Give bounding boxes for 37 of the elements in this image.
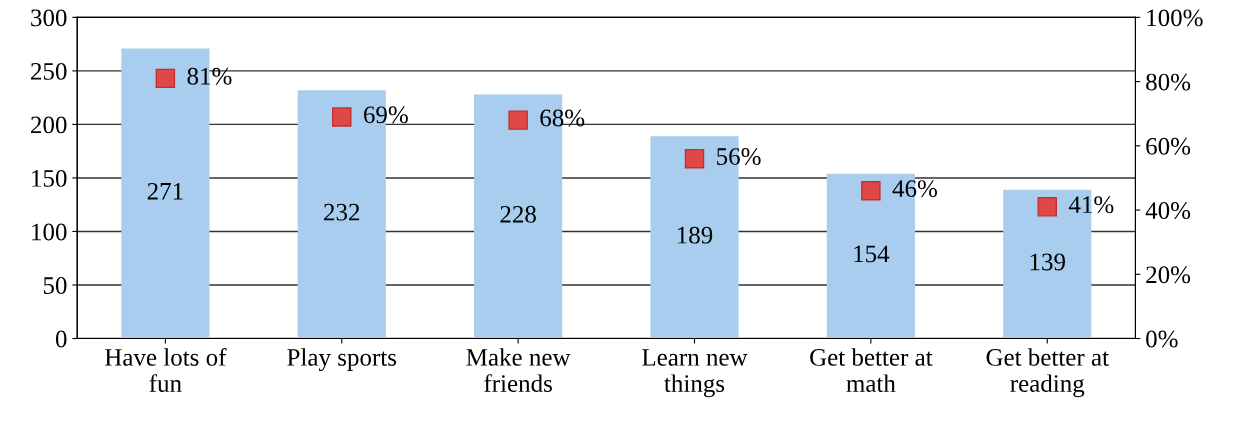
y-tick-label: 50: [43, 277, 67, 294]
x-tick-label: Play sports: [287, 348, 397, 371]
y2-tick-label: 0%: [1146, 330, 1178, 348]
data-label: 41%: [1068, 196, 1114, 214]
data-label: 56%: [717, 148, 761, 166]
x-tick-label: Make new friends: [466, 348, 571, 392]
data-label: 154: [854, 245, 890, 263]
y2-tick-label: 100%: [1147, 9, 1203, 27]
y-tick-label: 300: [31, 9, 67, 27]
data-label: 81%: [187, 67, 232, 85]
point: [155, 68, 176, 89]
y2-tick-label: 20%: [1146, 266, 1191, 284]
x-tick-label: Get better at math: [810, 348, 933, 392]
x-tick-label: Learn new things: [642, 349, 748, 398]
x-tick-label: Get better at reading: [986, 348, 1109, 398]
data-label: 232: [324, 203, 360, 221]
data-label: 69%: [363, 106, 408, 124]
data-label: 228: [500, 205, 536, 223]
x-tick-label: Have lots of fun: [105, 347, 227, 392]
point: [684, 148, 705, 169]
y2-tick-label: 60%: [1146, 137, 1191, 155]
point: [1037, 197, 1057, 217]
point: [508, 110, 528, 130]
data-label: 68%: [540, 109, 585, 127]
y-tick-label: 200: [31, 116, 67, 134]
y-tick-label: 0: [55, 330, 67, 348]
data-label: 271: [147, 182, 183, 200]
y-tick-label: 150: [32, 169, 67, 187]
point: [861, 181, 881, 201]
y2-tick-label: 40%: [1145, 202, 1191, 220]
y-tick-label: 100: [32, 223, 67, 241]
y-tick-label: 250: [31, 62, 67, 80]
data-label: 189: [677, 226, 713, 244]
y2-tick-label: 80%: [1146, 73, 1191, 91]
point: [332, 107, 352, 127]
data-label: 139: [1030, 253, 1065, 271]
data-label: 46%: [892, 180, 938, 198]
